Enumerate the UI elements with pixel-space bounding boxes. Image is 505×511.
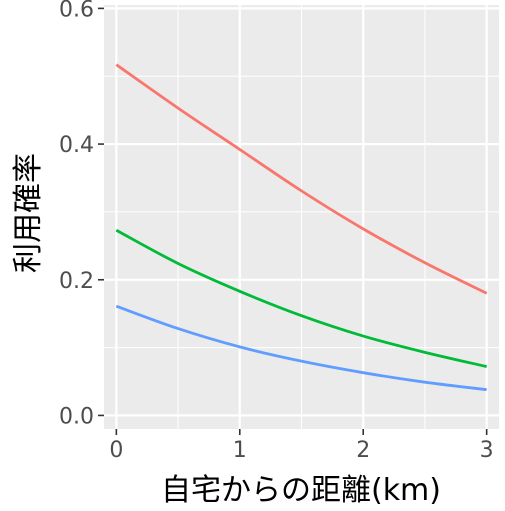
x-tick-label: 1 [233, 438, 247, 463]
y-axis-title: 利用確率 [11, 153, 46, 273]
axis-ticks [98, 7, 488, 435]
y-tick-label: 0.6 [59, 0, 94, 22]
x-tick-label: 0 [109, 438, 123, 463]
x-tick-label: 2 [356, 438, 370, 463]
grid-lines [104, 5, 499, 429]
series-lines [115, 63, 488, 392]
tick-labels: 0 1 2 3 0.0 0.2 0.4 0.6 [59, 0, 494, 463]
series-line-1 [115, 63, 488, 295]
y-tick-label: 0.0 [59, 404, 94, 429]
x-axis-title: 自宅からの距離(km) [161, 473, 441, 508]
x-tick-label: 3 [480, 438, 494, 463]
series-line-2 [115, 228, 487, 368]
y-tick-label: 0.4 [59, 133, 94, 158]
y-tick-label: 0.2 [59, 269, 94, 294]
series-line-3 [115, 304, 487, 392]
